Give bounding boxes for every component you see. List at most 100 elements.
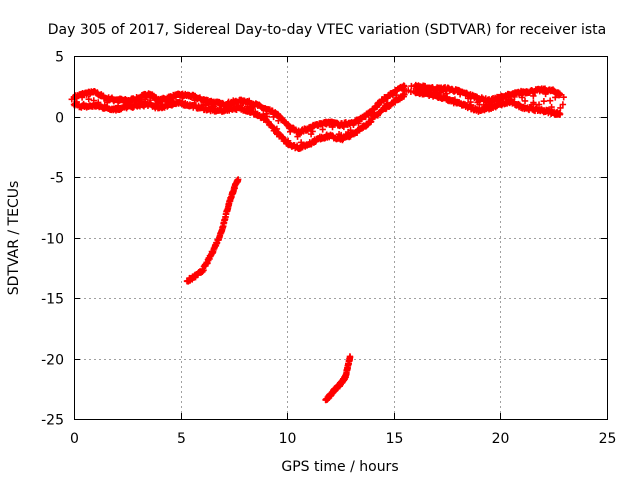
data-point	[350, 121, 357, 129]
data-point	[518, 94, 526, 101]
data-point	[115, 105, 122, 112]
data-point	[208, 103, 215, 110]
x-tick-label: 25	[599, 431, 617, 447]
data-point	[273, 125, 281, 133]
data-point	[556, 91, 564, 98]
data-point	[179, 98, 186, 105]
data-point	[521, 97, 529, 105]
data-point	[319, 126, 326, 133]
data-point	[263, 113, 271, 120]
data-point	[382, 102, 389, 110]
data-point	[94, 90, 102, 97]
data-point	[443, 93, 451, 101]
data-point	[542, 90, 549, 98]
data-point	[284, 137, 292, 145]
data-point	[323, 131, 330, 138]
data-point	[260, 111, 267, 118]
data-point	[329, 123, 336, 131]
data-point	[293, 142, 301, 149]
y-tick-label: -10	[41, 232, 64, 248]
data-point	[464, 95, 472, 102]
data-points	[68, 81, 567, 404]
data-point	[408, 82, 415, 90]
data-point	[420, 84, 427, 91]
data-point	[247, 104, 255, 111]
data-point	[200, 96, 207, 103]
data-point	[505, 97, 513, 104]
series-arc-1	[183, 176, 242, 285]
series-afternoon-upper-fill	[407, 82, 567, 112]
data-point	[401, 83, 408, 90]
data-point	[476, 101, 483, 108]
data-point	[169, 99, 176, 107]
data-point	[184, 101, 191, 109]
data-point	[377, 99, 384, 107]
data-point	[357, 115, 365, 123]
data-point	[220, 103, 227, 110]
data-point	[307, 130, 315, 138]
data-point	[511, 93, 518, 101]
data-point	[401, 91, 408, 98]
y-tick-label: -20	[41, 353, 64, 369]
data-point	[68, 96, 75, 103]
data-point	[101, 101, 108, 109]
x-tick-label: 5	[177, 431, 186, 447]
data-point	[80, 100, 87, 108]
data-point	[149, 91, 156, 98]
y-tick-label: 5	[55, 50, 64, 66]
data-point	[433, 90, 441, 97]
data-point	[230, 105, 237, 112]
data-point	[275, 117, 282, 124]
data-point	[426, 88, 433, 95]
data-point	[559, 101, 567, 108]
y-tick-label: -15	[41, 292, 64, 308]
x-tick-label: 0	[70, 431, 79, 447]
y-axis-label: SDTVAR / TECUs	[6, 181, 22, 296]
axis-ticks: 0 5 10 15 20 25 5 0 -5 -10 -15 -20 -25	[41, 50, 616, 448]
data-point	[482, 101, 490, 108]
data-point	[407, 88, 415, 96]
data-point	[239, 97, 246, 104]
data-point	[389, 92, 397, 99]
data-point	[344, 128, 352, 136]
data-point	[252, 108, 259, 115]
data-point	[306, 139, 313, 146]
data-point	[496, 97, 504, 104]
data-point	[237, 102, 245, 109]
data-point	[270, 113, 277, 121]
data-point	[439, 88, 447, 95]
data-point	[452, 99, 460, 106]
data-point	[234, 176, 242, 183]
data-point	[297, 139, 305, 146]
grid-lines	[74, 56, 607, 419]
data-point	[340, 123, 348, 131]
data-point	[535, 101, 543, 108]
data-point	[399, 86, 407, 94]
data-point	[85, 95, 92, 103]
data-point	[392, 96, 400, 104]
data-point	[191, 97, 198, 104]
x-tick-label: 15	[386, 431, 404, 447]
data-point	[78, 94, 86, 101]
data-point	[126, 98, 133, 105]
y-tick-label: -25	[41, 413, 64, 429]
y-tick-label: 0	[55, 111, 64, 127]
data-point	[154, 99, 161, 107]
chart-title: Day 305 of 2017, Sidereal Day-to-day VTE…	[48, 22, 606, 38]
data-point	[135, 100, 143, 108]
data-point	[337, 131, 345, 139]
data-point	[488, 101, 496, 108]
x-tick-label: 20	[492, 431, 510, 447]
data-point	[346, 354, 354, 361]
data-point	[530, 101, 537, 108]
x-tick-label: 10	[279, 431, 297, 447]
data-point	[122, 101, 129, 109]
data-point	[402, 87, 410, 95]
data-point	[314, 122, 321, 129]
data-point	[318, 133, 325, 141]
data-point	[294, 133, 301, 140]
series-arc-2	[322, 353, 354, 404]
data-point	[456, 91, 464, 98]
data-point	[286, 128, 294, 135]
